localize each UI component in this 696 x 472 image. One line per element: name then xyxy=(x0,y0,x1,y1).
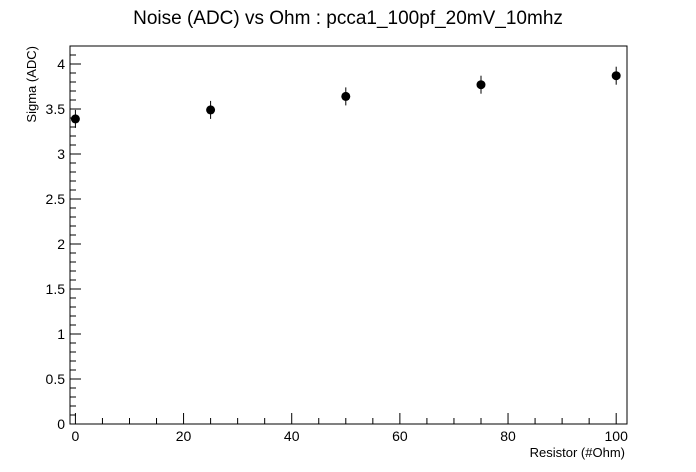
x-tick-label: 80 xyxy=(500,428,516,444)
y-axis-label: Sigma (ADC) xyxy=(24,46,39,123)
y-axis-tick-labels: 0 0.5 1 1.5 2 2.5 3 3.5 4 xyxy=(46,56,66,432)
y-tick-label: 2.5 xyxy=(46,191,66,207)
y-axis-ticks xyxy=(70,45,81,425)
data-point xyxy=(70,114,80,124)
x-tick-label: 60 xyxy=(392,428,408,444)
data-point xyxy=(341,91,351,101)
x-tick-label: 20 xyxy=(176,428,192,444)
y-tick-label: 3 xyxy=(57,146,65,162)
x-tick-label: 40 xyxy=(284,428,300,444)
x-axis-ticks xyxy=(74,413,617,424)
x-tick-label: 0 xyxy=(72,428,80,444)
data-point xyxy=(476,80,486,90)
y-tick-label: 3.5 xyxy=(46,101,66,117)
x-axis-tick-labels: 0 20 40 60 80 100 xyxy=(72,428,629,444)
data-point xyxy=(611,71,621,81)
y-tick-label: 0.5 xyxy=(46,371,66,387)
data-point xyxy=(206,105,216,115)
x-axis-label: Resistor (#Ohm) xyxy=(530,445,625,460)
chart-title: Noise (ADC) vs Ohm : pcca1_100pf_20mV_10… xyxy=(133,8,563,29)
y-tick-label: 1 xyxy=(57,326,65,342)
y-tick-label: 0 xyxy=(57,416,65,432)
y-tick-label: 2 xyxy=(57,236,65,252)
y-tick-label: 4 xyxy=(57,56,65,72)
y-tick-label: 1.5 xyxy=(46,281,66,297)
x-tick-label: 100 xyxy=(605,428,629,444)
data-points xyxy=(70,66,621,128)
